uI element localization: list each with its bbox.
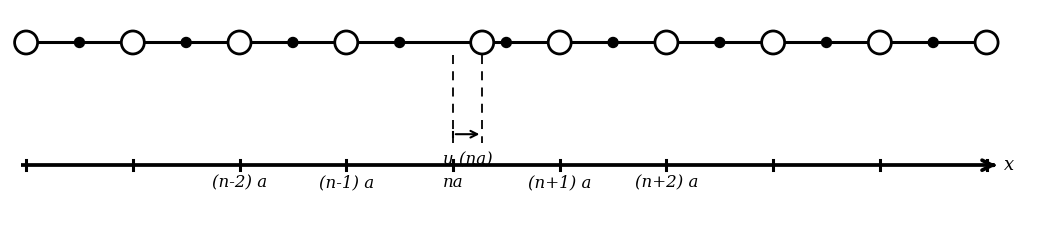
Circle shape — [762, 31, 785, 54]
Text: (n-1) a: (n-1) a — [318, 174, 374, 191]
Circle shape — [975, 31, 998, 54]
Text: x: x — [1004, 156, 1014, 174]
Circle shape — [15, 31, 38, 54]
Text: (n+2) a: (n+2) a — [635, 174, 698, 191]
Text: u (na): u (na) — [443, 151, 493, 168]
Circle shape — [608, 38, 618, 47]
Text: (n+1) a: (n+1) a — [528, 174, 591, 191]
Text: (n-2) a: (n-2) a — [212, 174, 267, 191]
Circle shape — [228, 31, 251, 54]
Circle shape — [501, 38, 512, 47]
Circle shape — [548, 31, 571, 54]
Circle shape — [928, 38, 939, 47]
Circle shape — [655, 31, 678, 54]
Circle shape — [182, 38, 191, 47]
Circle shape — [395, 38, 405, 47]
Text: na: na — [443, 174, 464, 191]
Circle shape — [869, 31, 892, 54]
Circle shape — [288, 38, 298, 47]
Circle shape — [822, 38, 831, 47]
Circle shape — [74, 38, 85, 47]
Circle shape — [121, 31, 144, 54]
Circle shape — [715, 38, 725, 47]
Circle shape — [471, 31, 494, 54]
Circle shape — [335, 31, 358, 54]
